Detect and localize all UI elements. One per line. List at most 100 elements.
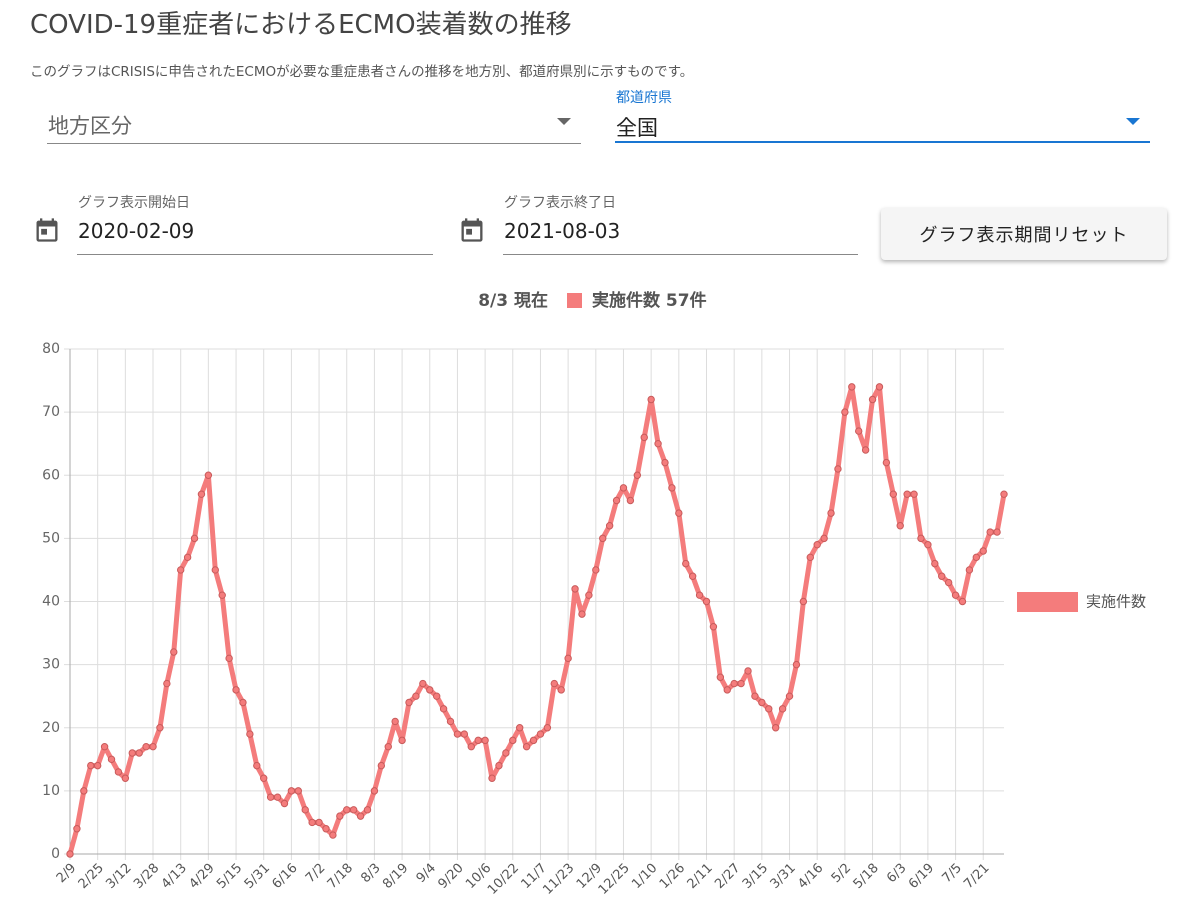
region-select[interactable]: 地方区分	[48, 114, 132, 138]
point	[993, 528, 1001, 536]
point	[412, 692, 420, 700]
point	[599, 534, 607, 543]
point	[931, 559, 939, 568]
point	[792, 660, 801, 669]
point	[986, 528, 994, 536]
point	[467, 742, 475, 751]
y-tick-label: 0	[51, 846, 60, 862]
point	[356, 812, 365, 820]
point	[834, 465, 842, 473]
point	[979, 547, 987, 555]
calendar-icon[interactable]	[33, 215, 61, 245]
point	[107, 755, 116, 764]
point	[633, 471, 642, 479]
x-tick-label: 4/29	[186, 861, 217, 892]
y-tick-label: 30	[42, 657, 60, 673]
point	[972, 553, 981, 562]
underline	[503, 254, 858, 255]
x-tick-label: 3/31	[768, 861, 799, 892]
point	[841, 408, 849, 416]
start-date[interactable]: 2020-02-09	[78, 219, 195, 243]
point	[640, 433, 648, 442]
point	[924, 540, 932, 549]
point	[550, 679, 558, 688]
point	[135, 749, 143, 757]
point	[965, 566, 974, 574]
point	[439, 705, 448, 713]
dropdown-arrow[interactable]	[557, 118, 573, 128]
point	[80, 787, 88, 795]
point	[709, 623, 718, 631]
point	[771, 724, 780, 732]
point	[377, 761, 386, 770]
point	[723, 686, 731, 694]
point	[806, 553, 814, 562]
point	[384, 742, 392, 751]
point	[592, 566, 600, 574]
point	[163, 679, 171, 688]
point	[765, 705, 773, 713]
point	[426, 686, 434, 694]
end-date[interactable]: 2021-08-03	[504, 219, 621, 243]
point	[917, 534, 925, 543]
y-tick-label: 50	[42, 530, 60, 546]
point	[398, 736, 406, 745]
point	[273, 793, 282, 801]
point	[432, 692, 441, 700]
point	[889, 490, 898, 498]
x-tick-label: 4/16	[795, 861, 826, 892]
point	[744, 667, 752, 675]
point	[564, 654, 572, 663]
reset-button[interactable]: グラフ表示期間リセット	[881, 208, 1167, 260]
point	[287, 787, 296, 795]
point	[280, 799, 289, 808]
y-tick-label: 80	[42, 341, 60, 357]
point	[294, 787, 303, 795]
y-tick-label: 40	[42, 594, 60, 610]
chart: 8/3 現在 実施件数 57件 010203040506070802/92/25…	[42, 290, 1146, 898]
point	[301, 806, 309, 814]
point	[239, 698, 247, 707]
point	[820, 534, 828, 543]
point	[688, 572, 697, 580]
x-tick-label: 8/19	[380, 861, 411, 892]
point	[737, 679, 745, 688]
point	[197, 490, 206, 498]
x-tick-label: 2/25	[76, 861, 107, 892]
point	[605, 522, 614, 530]
point	[502, 749, 510, 757]
x-tick-label: 2/27	[712, 861, 743, 892]
start-label: グラフ表示開始日	[78, 195, 190, 211]
point	[626, 496, 635, 505]
point	[253, 761, 261, 770]
x-tick-label: 1/26	[657, 861, 688, 892]
point	[958, 597, 967, 606]
point	[149, 742, 157, 751]
x-tick-label: 5/18	[851, 861, 882, 892]
point	[66, 850, 74, 858]
chart-date: 8/3 現在	[478, 290, 548, 311]
point	[654, 439, 662, 448]
point	[142, 742, 150, 751]
point	[73, 825, 81, 833]
end-label: グラフ表示終了日	[504, 195, 616, 211]
point	[695, 591, 704, 599]
point	[758, 698, 766, 707]
point	[661, 458, 669, 467]
point	[813, 540, 821, 549]
point	[799, 597, 808, 606]
point	[938, 572, 946, 580]
point	[87, 761, 95, 770]
calendar-icon[interactable]	[458, 215, 486, 245]
point	[204, 471, 213, 479]
x-tick-label: 3/15	[740, 861, 771, 892]
dropdown-arrow[interactable]	[1126, 118, 1142, 128]
point	[93, 761, 102, 770]
point	[730, 679, 738, 688]
point	[100, 742, 109, 751]
x-tick-label: 2/11	[685, 861, 716, 892]
x-tick-label: 10/22	[485, 861, 522, 898]
point	[785, 692, 794, 700]
prefecture-select[interactable]: 全国	[616, 116, 658, 140]
